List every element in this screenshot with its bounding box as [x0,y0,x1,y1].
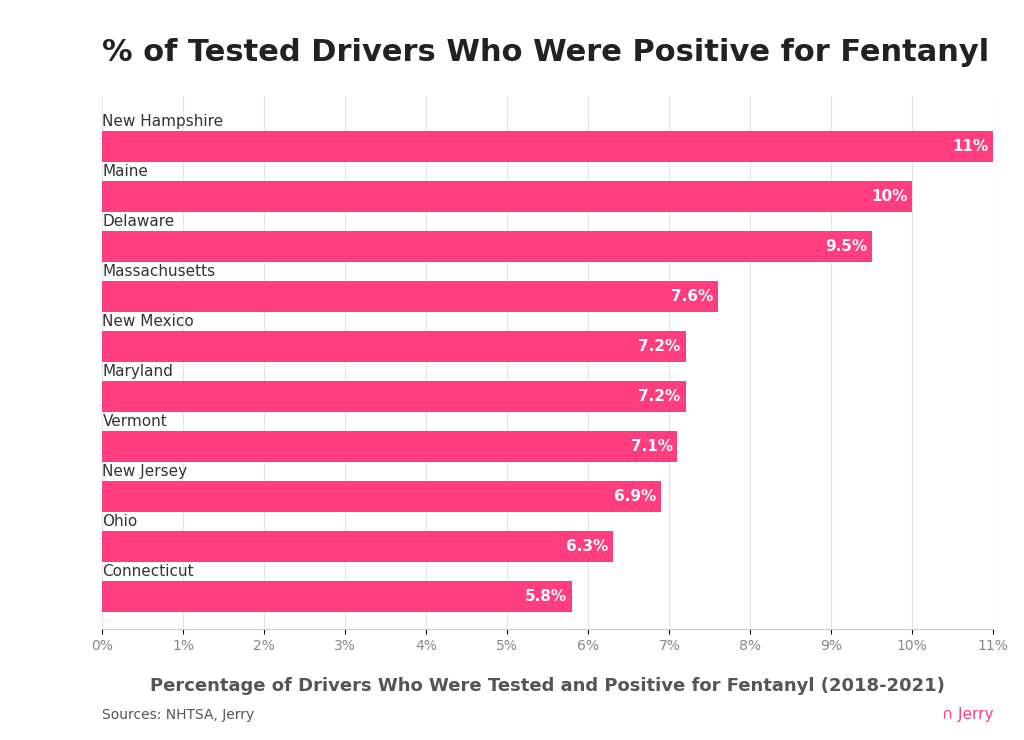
Text: Percentage of Drivers Who Were Tested and Positive for Fentanyl (2018-2021): Percentage of Drivers Who Were Tested an… [151,677,945,695]
Text: New Hampshire: New Hampshire [102,114,223,129]
Bar [102,181,912,212]
Text: Connecticut: Connecticut [102,564,194,579]
Text: New Jersey: New Jersey [102,464,187,479]
Text: % of Tested Drivers Who Were Positive for Fentanyl: % of Tested Drivers Who Were Positive fo… [102,38,989,67]
Bar [102,331,685,362]
Text: Maryland: Maryland [102,364,173,379]
Text: 11%: 11% [952,138,988,154]
Bar [102,231,871,262]
Text: 7.2%: 7.2% [638,339,681,354]
Bar [102,280,718,312]
Text: 7.6%: 7.6% [671,289,713,304]
Text: 10%: 10% [871,189,907,204]
Text: Ohio: Ohio [102,514,137,529]
Bar [102,431,678,462]
Bar [102,381,685,412]
Text: ∩ Jerry: ∩ Jerry [942,707,993,722]
Text: Vermont: Vermont [102,414,167,429]
Text: 7.2%: 7.2% [638,388,681,404]
Bar [102,581,572,612]
Text: Delaware: Delaware [102,214,175,229]
Text: 5.8%: 5.8% [525,589,567,604]
Text: Massachusetts: Massachusetts [102,263,215,279]
Text: 6.9%: 6.9% [614,489,656,504]
Text: 9.5%: 9.5% [824,239,867,254]
Text: New Mexico: New Mexico [102,314,195,329]
Text: 6.3%: 6.3% [565,539,608,554]
Text: Maine: Maine [102,164,148,179]
Bar [102,531,612,562]
Text: 7.1%: 7.1% [631,439,673,454]
Bar [102,481,662,512]
Bar [102,131,993,162]
Text: Sources: NHTSA, Jerry: Sources: NHTSA, Jerry [102,707,255,722]
